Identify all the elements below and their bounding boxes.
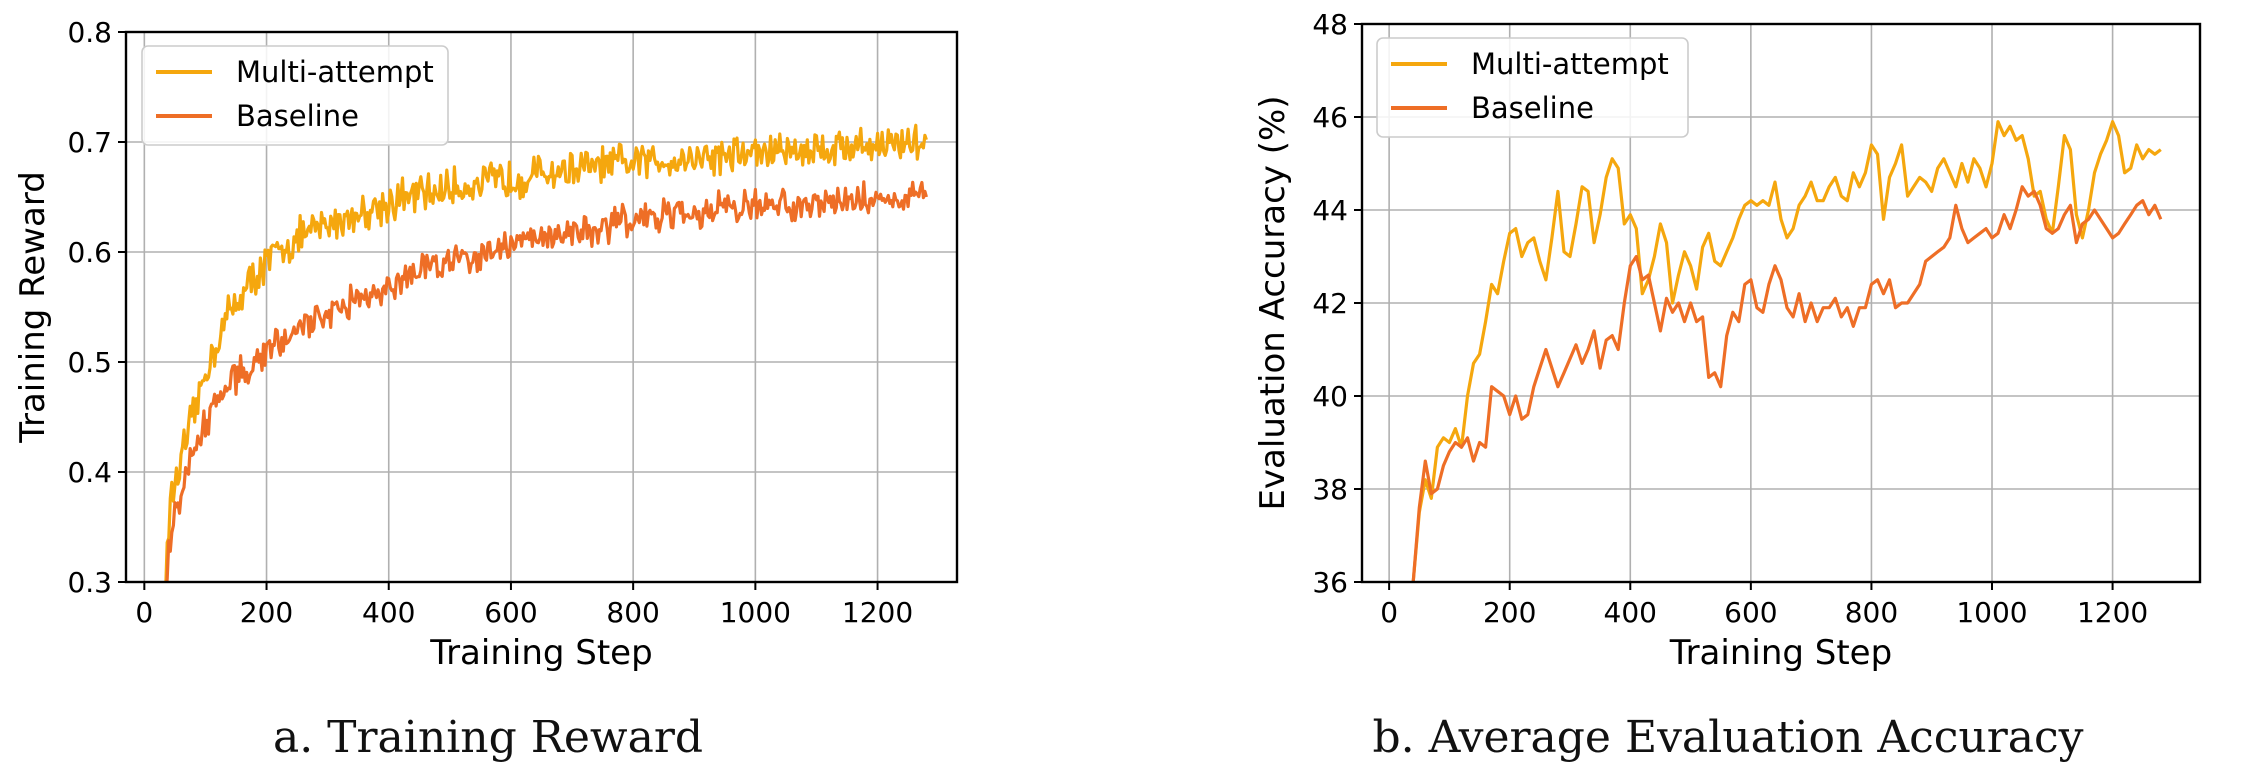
y-tick-label: 0.6 xyxy=(67,236,112,269)
training-reward-plot: 0 200 400 600 800 1000 1200 0.3 0.4 0.5 0.6 0.7 0.8 T… xyxy=(13,16,959,673)
plot-frame xyxy=(124,30,959,584)
x-tick-label: 0 xyxy=(135,596,153,629)
x-tick-label: 600 xyxy=(1724,596,1777,629)
y-tick-label: 0.5 xyxy=(67,346,112,379)
legend: Multi-attempt Baseline xyxy=(1376,37,1689,138)
x-axis-label: Training Step xyxy=(1669,633,1892,673)
series-line-multi-attempt xyxy=(1411,120,2162,582)
x-tick-label: 200 xyxy=(240,596,293,629)
y-tick-label: 38 xyxy=(1312,473,1348,506)
x-tick-label: 400 xyxy=(1604,596,1657,629)
legend: Multi-attempt Baseline xyxy=(141,45,449,146)
evaluation-accuracy-plot: 0 200 400 600 800 1000 1200 36 38 40 42 44 46 48 Train… xyxy=(1253,8,2202,673)
legend-box xyxy=(1376,37,1689,138)
y-tick-label: 0.7 xyxy=(67,126,112,159)
legend-label-multi-attempt: Multi-attempt xyxy=(236,55,434,89)
x-tick-label: 200 xyxy=(1483,596,1536,629)
y-tick-label: 42 xyxy=(1312,287,1348,320)
legend-box xyxy=(141,45,449,146)
series-line-baseline xyxy=(165,180,928,582)
x-tick-label: 400 xyxy=(362,596,415,629)
y-tick-label: 0.3 xyxy=(67,566,112,599)
y-axis-label: Training Reward xyxy=(13,171,53,444)
legend-label-multi-attempt: Multi-attempt xyxy=(1471,47,1669,81)
series-line-multi-attempt xyxy=(164,123,928,582)
x-axis-label: Training Step xyxy=(429,633,652,673)
y-axis-label: Evaluation Accuracy (%) xyxy=(1253,95,1293,510)
series-line-baseline xyxy=(1411,185,2163,582)
caption-training-reward: a. Training Reward xyxy=(272,712,704,763)
x-tick-label: 600 xyxy=(484,596,537,629)
y-tick-label: 40 xyxy=(1312,380,1348,413)
legend-label-baseline: Baseline xyxy=(236,99,359,133)
y-tick-label: 36 xyxy=(1312,566,1348,599)
x-tick-label: 800 xyxy=(606,596,659,629)
x-tick-label: 1200 xyxy=(2077,596,2148,629)
y-tick-label: 44 xyxy=(1312,194,1348,227)
x-tick-label: 1200 xyxy=(842,596,913,629)
y-tick-label: 0.4 xyxy=(67,456,112,489)
x-tick-label: 1000 xyxy=(720,596,791,629)
legend-label-baseline: Baseline xyxy=(1471,91,1594,125)
x-tick-label: 1000 xyxy=(1956,596,2027,629)
y-tick-label: 48 xyxy=(1312,8,1348,41)
x-tick-label: 0 xyxy=(1380,596,1398,629)
caption-evaluation-accuracy: b. Average Evaluation Accuracy xyxy=(1372,712,2084,763)
y-tick-label: 0.8 xyxy=(67,16,112,49)
y-tick-label: 46 xyxy=(1312,101,1348,134)
x-tick-label: 800 xyxy=(1845,596,1898,629)
